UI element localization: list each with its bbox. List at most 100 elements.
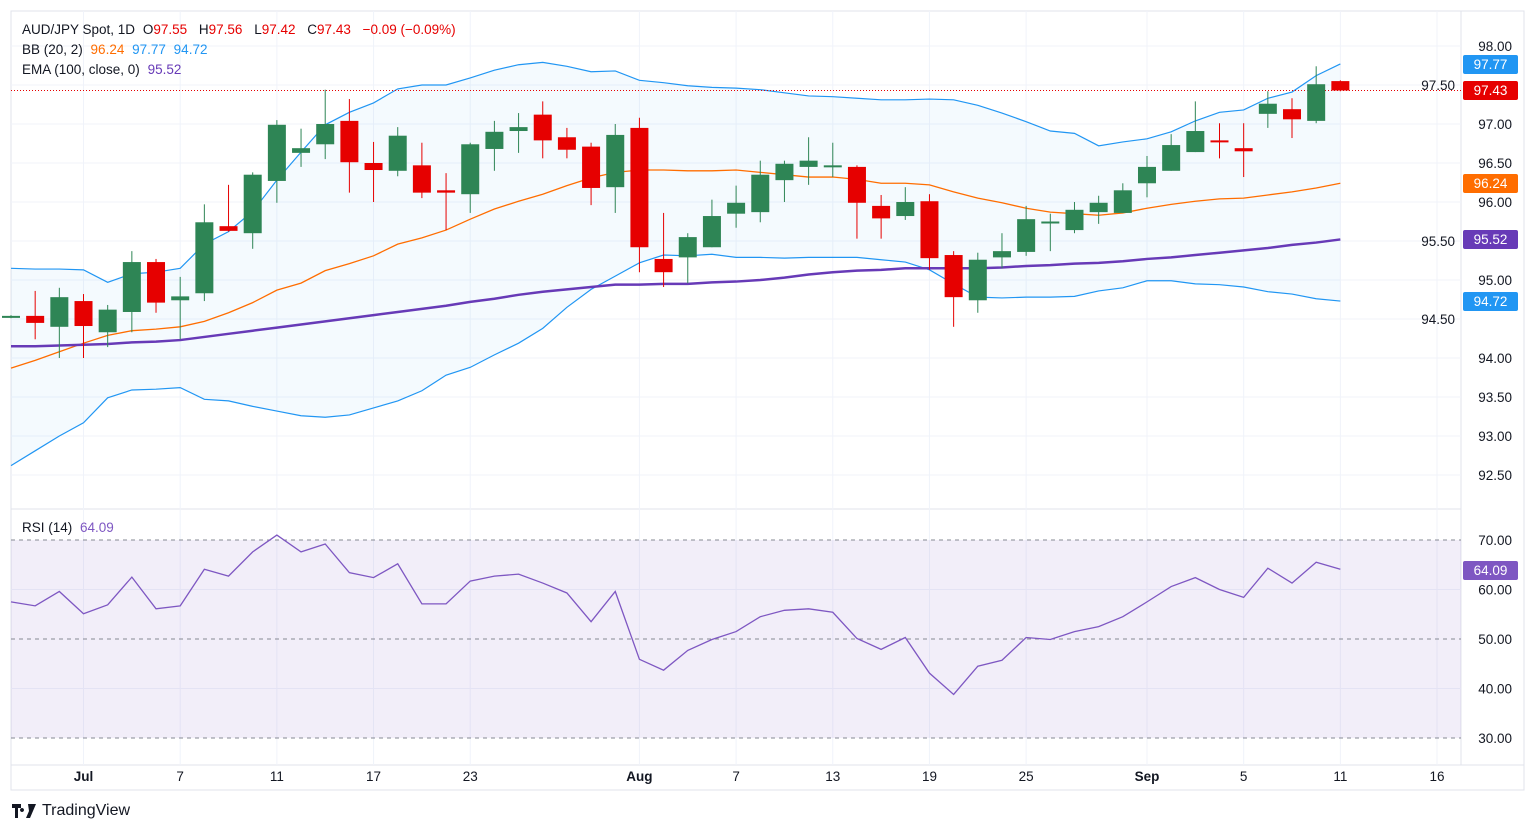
candle xyxy=(1137,155,1156,198)
candle xyxy=(775,160,794,202)
candle xyxy=(630,117,649,273)
ema-value: 95.52 xyxy=(147,62,182,77)
candle xyxy=(1210,123,1229,159)
ema-legend[interactable]: EMA (100, close, 0) 95.52 xyxy=(22,62,185,77)
candle-body xyxy=(896,202,915,217)
bb-label: BB (20, 2) xyxy=(22,42,83,57)
candle-body xyxy=(1307,84,1326,121)
tradingview-logo[interactable]: TradingView xyxy=(12,802,130,820)
candle-body xyxy=(847,166,866,203)
rsi-price-label: 64.09 xyxy=(1463,561,1518,580)
candle xyxy=(1283,98,1302,139)
bb-basis-value: 96.24 xyxy=(90,42,125,57)
candle xyxy=(122,251,141,333)
candle-body xyxy=(654,258,673,273)
candle-body xyxy=(1137,166,1156,184)
candle-body xyxy=(364,163,383,171)
ema-price-label: 95.52 xyxy=(1463,230,1518,249)
price-tick-label: 94.50 xyxy=(1421,312,1455,327)
rsi-line xyxy=(10,534,1341,696)
high-value: 97.56 xyxy=(208,22,243,37)
bb-lower-price-label: 94.72 xyxy=(1463,292,1518,311)
candle xyxy=(195,204,214,302)
rsi-tick-label: 50.00 xyxy=(1478,632,1512,647)
ema-line xyxy=(11,238,1341,348)
candle-body xyxy=(1210,140,1229,143)
candle xyxy=(50,287,69,358)
candle-body xyxy=(2,315,20,318)
candle-body xyxy=(316,124,335,145)
candle-body xyxy=(171,296,190,301)
tradingview-logo-icon xyxy=(12,804,36,818)
candle-body xyxy=(1258,103,1277,114)
candle-body xyxy=(702,216,721,248)
candle-body xyxy=(461,144,480,195)
rsi-legend[interactable]: RSI (14) 64.09 xyxy=(22,520,118,535)
candle xyxy=(1307,66,1326,124)
candle xyxy=(509,113,528,153)
candle-body xyxy=(944,255,963,298)
bb-legend[interactable]: BB (20, 2) 96.24 97.77 94.72 xyxy=(22,42,211,57)
candle xyxy=(872,194,891,239)
candle xyxy=(219,184,238,232)
low-label: L xyxy=(254,22,262,37)
price-tick-label: 93.00 xyxy=(1478,429,1512,444)
candle-body xyxy=(50,297,69,327)
candle-body xyxy=(243,174,262,234)
axes: 98.00 97.50 97.00 96.50 96.00 95.50 95.00 94.50… xyxy=(74,39,1512,784)
candle-body xyxy=(920,201,939,259)
time-tick-label: 19 xyxy=(922,769,937,784)
rsi-tick-label: 60.00 xyxy=(1478,583,1512,598)
candle-body xyxy=(582,146,601,188)
candle-body xyxy=(775,163,794,181)
bb-basis-line xyxy=(10,169,1341,369)
candle xyxy=(388,127,407,177)
candle xyxy=(1089,195,1108,224)
candle xyxy=(364,141,383,202)
close-value: 97.43 xyxy=(317,22,351,37)
candle-body xyxy=(630,127,649,248)
candle xyxy=(1186,101,1205,153)
open-label: O xyxy=(142,22,154,37)
candle xyxy=(74,294,93,358)
candle xyxy=(98,304,117,348)
time-tick-label: Sep xyxy=(1135,769,1160,784)
candle xyxy=(557,127,576,159)
candle xyxy=(751,160,770,223)
candle-body xyxy=(606,134,625,188)
candle xyxy=(340,99,359,193)
candle xyxy=(533,101,552,159)
ema-label: EMA (100, close, 0) xyxy=(22,62,140,77)
rsi-tick-label: 70.00 xyxy=(1478,533,1512,548)
candle xyxy=(147,258,166,313)
candle xyxy=(1258,91,1277,128)
price-tick-label: 97.00 xyxy=(1478,117,1512,132)
candle-body xyxy=(992,251,1011,258)
candle xyxy=(292,128,311,167)
candle xyxy=(316,89,335,160)
candle-body xyxy=(1283,109,1302,120)
logo-text: TradingView xyxy=(42,802,131,819)
time-tick-label: 23 xyxy=(463,769,478,784)
price-tick-label: 95.50 xyxy=(1421,234,1455,249)
price-tick-label: 95.00 xyxy=(1478,273,1512,288)
candle-body xyxy=(557,137,576,150)
time-tick-label: 11 xyxy=(1333,769,1347,784)
candle-body xyxy=(751,174,770,213)
symbol-legend[interactable]: AUD/JPY Spot, 1D O97.55 H97.56 L97.42 C9… xyxy=(22,22,460,37)
candle xyxy=(606,124,625,213)
candle-body xyxy=(1113,190,1132,213)
candle xyxy=(920,194,939,270)
candle-body xyxy=(1017,219,1036,252)
candle xyxy=(944,251,963,327)
candle-body xyxy=(823,165,842,168)
candle xyxy=(1041,213,1060,252)
rsi-value: 64.09 xyxy=(80,520,114,535)
time-tick-label: 7 xyxy=(176,769,184,784)
candle xyxy=(1234,123,1253,178)
time-tick-label: 11 xyxy=(270,769,284,784)
candle xyxy=(992,233,1011,269)
candle xyxy=(654,212,673,288)
candle-body xyxy=(267,124,286,181)
